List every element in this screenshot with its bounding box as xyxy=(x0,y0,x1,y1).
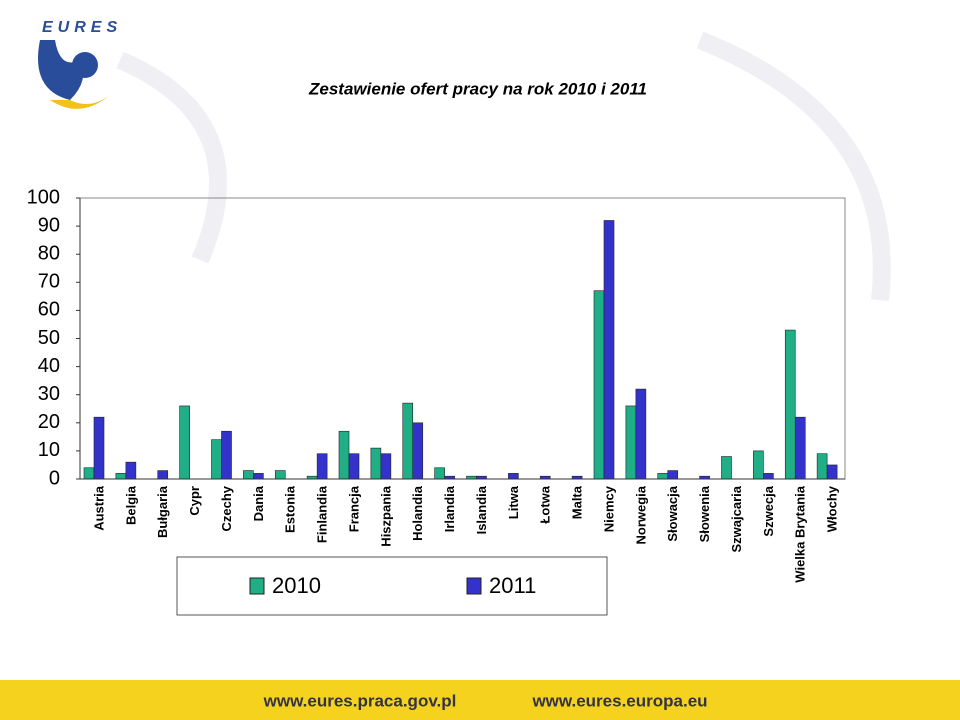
x-tick-label: Słowacja xyxy=(665,485,680,541)
x-tick-label: Czechy xyxy=(219,485,234,531)
x-tick-label: Irlandia xyxy=(442,485,457,532)
bar xyxy=(721,456,732,480)
bar xyxy=(157,470,169,480)
footer-band xyxy=(0,680,960,720)
y-tick-label: 10 xyxy=(38,439,60,461)
bar xyxy=(348,453,360,480)
y-tick-label: 90 xyxy=(38,214,60,236)
bar xyxy=(667,470,679,480)
x-tick-label: Litwa xyxy=(506,485,521,519)
x-tick-label: Norwegia xyxy=(633,485,648,544)
bar xyxy=(593,290,605,480)
x-tick-label: Bułgaria xyxy=(155,485,170,538)
bar xyxy=(316,453,328,480)
y-tick-label: 100 xyxy=(27,186,60,208)
x-tick-label: Łotwa xyxy=(538,485,553,523)
x-tick-label: Szwecja xyxy=(761,485,776,536)
bar xyxy=(412,422,424,480)
bar xyxy=(221,430,232,480)
x-tick-label: Wielka Brytania xyxy=(793,485,808,582)
bar xyxy=(508,473,519,480)
plot-frame xyxy=(79,197,846,480)
x-tick-label: Niemcy xyxy=(601,485,616,532)
x-tick-label: Włochy xyxy=(825,485,840,532)
bar xyxy=(125,461,137,480)
y-tick-label: 50 xyxy=(38,327,60,349)
y-tick-label: 70 xyxy=(38,271,60,293)
bar xyxy=(657,473,669,480)
y-tick-label: 80 xyxy=(38,242,60,264)
footer-link: www.eures.europa.eu xyxy=(531,691,707,710)
x-tick-label: Holandia xyxy=(410,485,425,541)
bar xyxy=(625,405,637,480)
bar xyxy=(794,416,806,480)
x-tick-label: Francja xyxy=(346,485,361,532)
bar xyxy=(402,402,414,480)
bar xyxy=(635,388,647,480)
bar xyxy=(753,450,764,480)
x-tick-label: Cypr xyxy=(187,486,202,516)
x-tick-label: Austria xyxy=(91,485,106,531)
logo: EURES xyxy=(38,19,122,109)
x-tick-label: Słowenia xyxy=(697,485,712,542)
y-tick-label: 0 xyxy=(49,467,60,489)
bar xyxy=(370,447,382,480)
x-tick-label: Belgia xyxy=(123,485,138,525)
y-tick-label: 20 xyxy=(38,411,60,433)
bar xyxy=(253,473,264,480)
y-tick-label: 60 xyxy=(38,299,60,321)
bar xyxy=(434,467,445,480)
bar xyxy=(380,453,392,480)
chart-title: Zestawienie ofert pracy na rok 2010 i 20… xyxy=(308,79,647,98)
legend-box xyxy=(176,556,608,616)
bar xyxy=(784,329,796,480)
bar xyxy=(243,470,254,480)
bar xyxy=(826,464,838,480)
x-tick-label: Hiszpania xyxy=(378,485,393,546)
bar xyxy=(83,467,95,480)
x-tick-label: Islandia xyxy=(474,485,489,534)
x-tick-label: Szwajcaria xyxy=(729,485,744,552)
background-watermark xyxy=(116,31,891,301)
bar xyxy=(603,220,615,480)
bar xyxy=(93,416,105,480)
y-tick-label: 30 xyxy=(38,383,60,405)
bar xyxy=(179,405,190,480)
legend-swatch xyxy=(466,577,482,595)
footer-link: www.eures.praca.gov.pl xyxy=(263,691,457,710)
x-tick-label: Finlandia xyxy=(315,485,330,543)
logo-text: EURES xyxy=(42,19,122,36)
bar xyxy=(115,473,127,480)
bar xyxy=(211,439,222,480)
bar xyxy=(763,473,774,480)
x-tick-label: Dania xyxy=(251,485,266,521)
y-tick-label: 40 xyxy=(38,355,60,377)
x-tick-label: Malta xyxy=(570,485,585,519)
legend-label: 2011 xyxy=(489,573,536,598)
bar xyxy=(338,430,350,480)
x-tick-label: Estonia xyxy=(283,485,298,533)
bar xyxy=(816,453,828,480)
bar xyxy=(274,470,286,480)
legend-label: 2010 xyxy=(272,573,321,598)
legend-swatch xyxy=(249,577,265,595)
